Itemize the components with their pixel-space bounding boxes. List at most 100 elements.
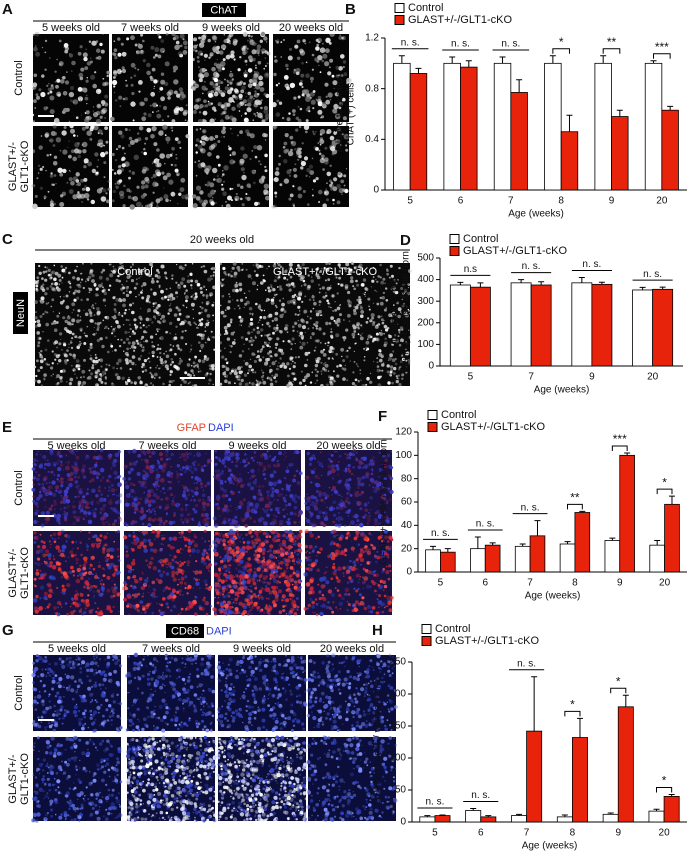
cell (45, 270, 47, 272)
cell (189, 374, 192, 377)
cell (279, 285, 282, 288)
cell (135, 508, 137, 510)
cell (118, 493, 123, 498)
cell (61, 577, 63, 579)
cell (71, 597, 74, 600)
cell (115, 531, 117, 533)
cell (266, 268, 267, 269)
cell (115, 159, 117, 161)
cell (171, 147, 175, 151)
cell (50, 544, 51, 545)
cell (73, 501, 74, 502)
cell (243, 99, 247, 103)
cell (277, 263, 278, 264)
cell (230, 510, 231, 511)
cell (129, 368, 131, 370)
cell (268, 342, 270, 344)
cell (148, 539, 152, 543)
cell (227, 337, 230, 340)
cell (272, 361, 276, 365)
cell (383, 333, 385, 335)
cell (83, 564, 87, 568)
cell (92, 573, 94, 575)
cell (370, 373, 371, 374)
cell (185, 467, 189, 471)
cell (56, 354, 60, 358)
row-label: GLT1-cKO (19, 140, 31, 192)
cell (288, 112, 290, 114)
cell (237, 103, 242, 108)
cell (52, 565, 56, 569)
cell (336, 519, 338, 521)
cell (242, 48, 244, 50)
cell (95, 611, 97, 613)
cell (103, 289, 106, 292)
cell (102, 547, 106, 551)
cell (198, 341, 201, 344)
cell (184, 561, 186, 563)
cell (262, 133, 266, 137)
cell (39, 548, 44, 553)
cell (337, 292, 339, 294)
cell (194, 483, 196, 485)
cell (68, 281, 71, 284)
cell (33, 476, 36, 479)
cell (218, 164, 221, 167)
cell (65, 540, 67, 542)
cell (159, 603, 161, 605)
cell (241, 167, 245, 171)
cell (166, 33, 169, 36)
cell (153, 142, 157, 146)
cell (35, 471, 37, 473)
cell (240, 299, 243, 302)
cell (84, 118, 89, 123)
cell (199, 362, 200, 363)
cell (165, 331, 168, 334)
cell (49, 589, 53, 593)
cell (96, 57, 99, 60)
cell (325, 100, 330, 105)
cell (180, 552, 182, 554)
cell (284, 310, 287, 313)
cell (101, 507, 106, 512)
cell (123, 204, 126, 207)
cell (369, 309, 371, 311)
cell (35, 311, 37, 313)
cell (138, 357, 141, 360)
cell (316, 499, 319, 502)
cell (183, 111, 188, 116)
cell (71, 554, 74, 557)
cell (82, 488, 83, 489)
cell (92, 359, 94, 361)
cell (130, 482, 134, 486)
cell (310, 77, 314, 81)
cell (181, 576, 183, 578)
cell (86, 110, 90, 114)
cell (82, 381, 86, 385)
cell (294, 475, 297, 478)
cell (57, 474, 60, 477)
cell (379, 359, 383, 363)
cell (343, 60, 346, 63)
cell (83, 376, 85, 378)
cell (153, 88, 154, 89)
cell (304, 296, 306, 298)
cell (171, 570, 175, 574)
cell (47, 459, 49, 461)
cell (102, 375, 103, 376)
cell (39, 597, 41, 599)
cell (66, 497, 68, 499)
cell (315, 374, 318, 377)
cell (140, 322, 142, 324)
cell (318, 150, 320, 152)
cell (206, 613, 209, 616)
cell (237, 379, 239, 381)
cell (155, 318, 156, 319)
cell (157, 471, 158, 472)
cell (228, 293, 230, 295)
cell (94, 71, 96, 73)
cell (246, 64, 247, 65)
cell (300, 342, 301, 343)
cell (170, 364, 172, 366)
cell (317, 38, 322, 43)
